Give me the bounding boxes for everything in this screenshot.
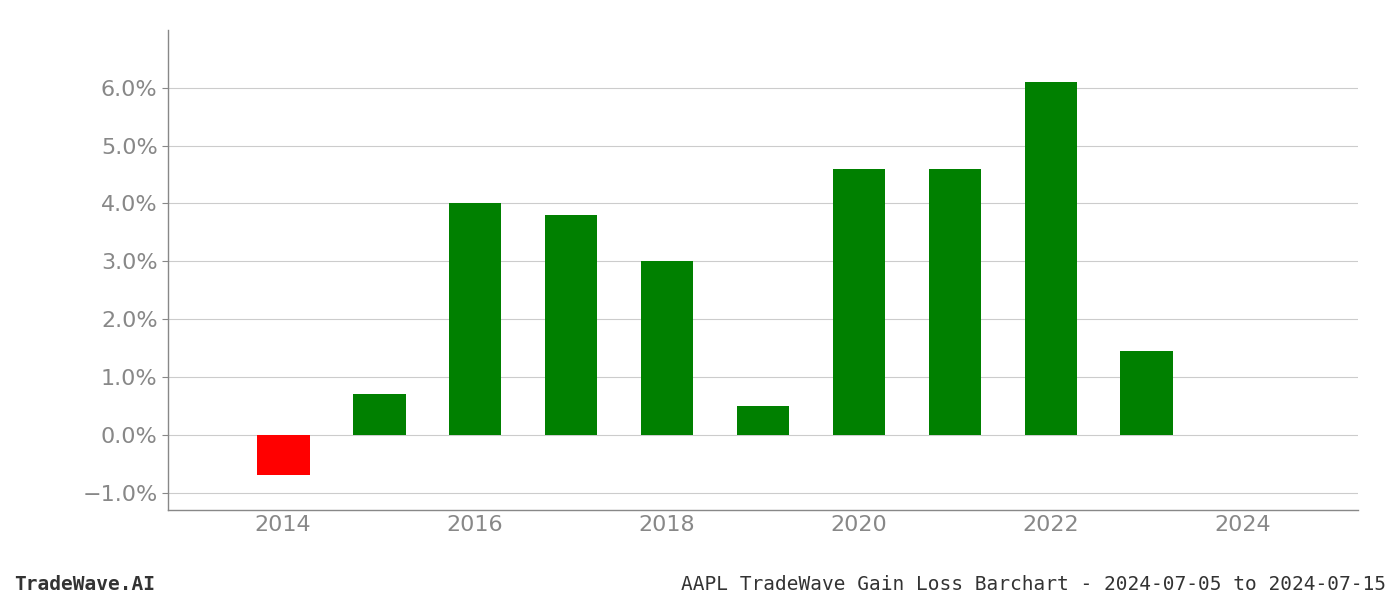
- Bar: [928, 169, 981, 435]
- Bar: [1120, 351, 1173, 435]
- Bar: [833, 169, 885, 435]
- Bar: [1025, 82, 1077, 435]
- Text: TradeWave.AI: TradeWave.AI: [14, 575, 155, 594]
- Bar: [449, 203, 501, 435]
- Bar: [256, 435, 309, 475]
- Text: AAPL TradeWave Gain Loss Barchart - 2024-07-05 to 2024-07-15: AAPL TradeWave Gain Loss Barchart - 2024…: [680, 575, 1386, 594]
- Bar: [736, 406, 790, 435]
- Bar: [545, 215, 598, 435]
- Bar: [641, 262, 693, 435]
- Bar: [353, 394, 406, 435]
